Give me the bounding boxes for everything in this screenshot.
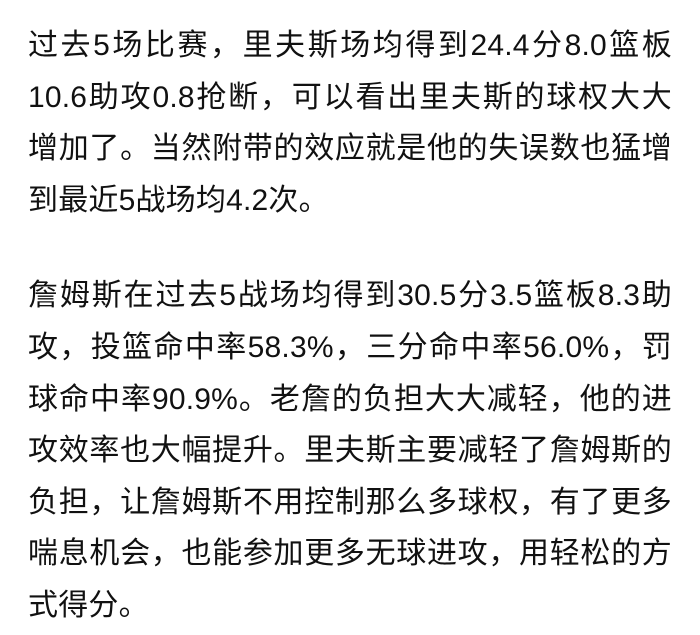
paragraph-1: 过去5场比赛，里夫斯场均得到24.4分8.0篮板10.6助攻0.8抢断，可以看出… (28, 20, 672, 226)
paragraph-2: 詹姆斯在过去5战场均得到30.5分3.5篮板8.3助攻，投篮命中率58.3%，三… (28, 270, 672, 631)
article-body: 过去5场比赛，里夫斯场均得到24.4分8.0篮板10.6助攻0.8抢断，可以看出… (0, 0, 700, 632)
